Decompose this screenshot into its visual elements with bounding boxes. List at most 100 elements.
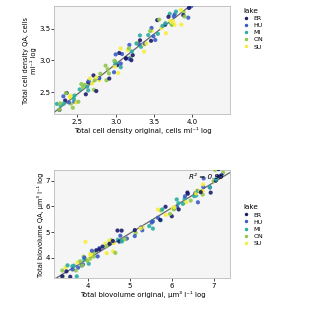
- Point: [63, 113, 68, 118]
- Point: [80, 263, 85, 268]
- Point: [115, 237, 120, 242]
- Point: [72, 99, 77, 104]
- Point: [169, 21, 174, 27]
- Point: [184, 0, 189, 2]
- Point: [149, 25, 154, 30]
- Point: [169, 22, 174, 28]
- Point: [82, 82, 87, 87]
- Point: [57, 107, 62, 112]
- Point: [125, 47, 130, 52]
- Point: [187, 5, 192, 11]
- Point: [158, 217, 163, 222]
- Point: [174, 197, 179, 202]
- Point: [185, 191, 190, 196]
- Point: [132, 234, 137, 239]
- Point: [86, 80, 91, 85]
- Point: [155, 18, 160, 23]
- Point: [136, 42, 141, 47]
- Point: [61, 101, 66, 106]
- Point: [83, 239, 88, 244]
- Point: [104, 251, 109, 256]
- Point: [113, 250, 118, 255]
- Point: [148, 28, 153, 34]
- Point: [187, 3, 192, 8]
- Point: [186, 15, 191, 20]
- Point: [66, 100, 71, 105]
- Point: [182, 14, 187, 19]
- Point: [195, 188, 200, 194]
- Point: [74, 274, 79, 279]
- Point: [172, 204, 177, 210]
- Point: [92, 87, 97, 92]
- X-axis label: Total cell density original, cells ml⁻¹ log: Total cell density original, cells ml⁻¹ …: [74, 127, 211, 133]
- Point: [141, 42, 147, 47]
- Point: [150, 219, 156, 224]
- Point: [148, 38, 154, 43]
- Point: [71, 96, 76, 101]
- Point: [82, 255, 87, 260]
- Point: [159, 26, 164, 31]
- Point: [97, 76, 102, 81]
- Point: [163, 22, 168, 27]
- Point: [107, 241, 112, 246]
- Point: [97, 78, 102, 83]
- Point: [128, 55, 133, 60]
- Point: [150, 226, 156, 231]
- Point: [213, 177, 219, 182]
- Point: [129, 58, 134, 63]
- Point: [197, 188, 202, 194]
- Point: [124, 56, 129, 61]
- Point: [212, 167, 218, 172]
- Point: [71, 263, 76, 268]
- Point: [166, 14, 171, 20]
- Point: [108, 238, 114, 243]
- Point: [170, 19, 175, 24]
- Point: [170, 206, 175, 211]
- Point: [119, 52, 124, 57]
- Point: [180, 201, 186, 206]
- Point: [213, 178, 218, 183]
- Point: [88, 252, 93, 258]
- Point: [193, 191, 198, 196]
- Point: [185, 190, 190, 195]
- Point: [163, 21, 168, 26]
- Point: [195, 200, 200, 205]
- Point: [139, 44, 144, 49]
- Point: [200, 192, 205, 197]
- Point: [115, 62, 120, 68]
- Point: [80, 84, 85, 90]
- Point: [118, 46, 123, 51]
- Point: [118, 61, 123, 66]
- Point: [200, 188, 205, 194]
- Point: [95, 254, 100, 259]
- Point: [85, 258, 90, 263]
- Point: [60, 276, 66, 281]
- Point: [137, 33, 142, 38]
- Point: [217, 174, 222, 179]
- Point: [172, 206, 177, 211]
- Point: [153, 37, 158, 43]
- Point: [116, 70, 121, 76]
- Point: [92, 78, 97, 83]
- Point: [112, 64, 117, 69]
- Point: [83, 92, 88, 97]
- Point: [103, 241, 108, 246]
- Point: [68, 101, 74, 106]
- Point: [169, 214, 174, 219]
- Point: [68, 274, 73, 279]
- Point: [60, 274, 65, 279]
- Point: [172, 12, 177, 17]
- Y-axis label: Total biovolume QA, μm³ l⁻¹ log: Total biovolume QA, μm³ l⁻¹ log: [37, 172, 44, 276]
- Point: [156, 17, 162, 22]
- Point: [104, 244, 109, 249]
- Point: [76, 265, 81, 270]
- Point: [103, 63, 108, 68]
- Point: [63, 91, 68, 96]
- Point: [133, 230, 138, 236]
- Point: [105, 67, 110, 72]
- Point: [117, 51, 122, 56]
- Point: [94, 75, 99, 80]
- Point: [155, 31, 160, 36]
- Point: [156, 215, 161, 220]
- Point: [108, 240, 113, 245]
